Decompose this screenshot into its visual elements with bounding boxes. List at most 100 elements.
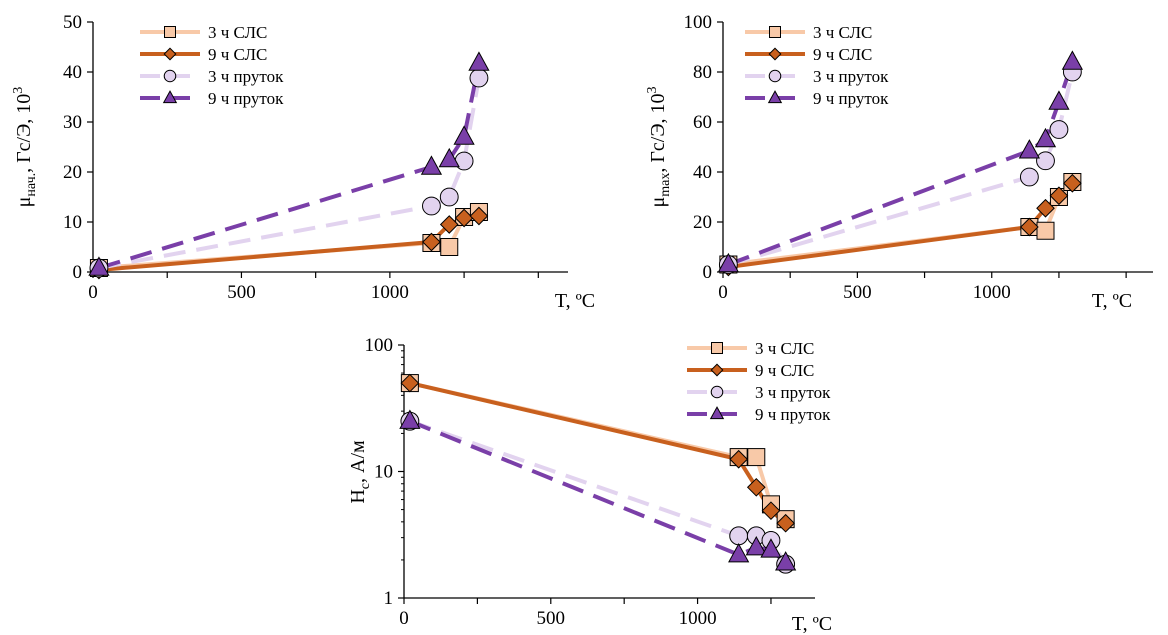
point-s3_slc bbox=[1036, 221, 1055, 240]
legend-label-s9_rod: 9 ч пруток bbox=[813, 89, 889, 108]
point-s9_rod bbox=[1048, 90, 1070, 110]
legend-marker-s3_rod bbox=[163, 69, 177, 83]
point-s3_rod bbox=[1019, 167, 1039, 187]
point-s9_slc bbox=[469, 206, 489, 226]
x-tick-label: 1000 bbox=[371, 282, 409, 303]
point-s3_slc bbox=[747, 448, 766, 467]
point-s9_slc bbox=[1036, 198, 1055, 218]
x-tick-label: 0 bbox=[399, 608, 409, 629]
point-s9_rod bbox=[88, 256, 110, 276]
y-tick-label: 0 bbox=[73, 262, 83, 283]
point-s9_rod bbox=[728, 543, 750, 563]
point-s9_slc bbox=[761, 501, 781, 521]
legend-marker-s9_slc bbox=[163, 47, 177, 61]
point-s9_rod bbox=[717, 252, 739, 273]
point-s9_rod bbox=[775, 551, 797, 571]
point-s9_rod bbox=[745, 535, 767, 556]
x-tick-label: 0 bbox=[718, 282, 728, 303]
point-s3_rod bbox=[729, 526, 749, 546]
y-tick-label: 80 bbox=[693, 62, 712, 83]
point-s9_slc bbox=[1063, 173, 1082, 193]
x-axis-label: T, ºC bbox=[555, 290, 595, 312]
y-tick-label: 50 bbox=[63, 12, 82, 33]
legend-marker-s9_rod bbox=[709, 406, 725, 420]
y-tick-label: 20 bbox=[63, 162, 82, 183]
y-axis-label: μmax, Гс/Э, 103 bbox=[645, 86, 673, 207]
legend-label-s9_slc: 9 ч СЛС bbox=[755, 361, 814, 380]
legend-label-s3_slc: 3 ч СЛС bbox=[813, 23, 872, 42]
y-tick-label: 60 bbox=[693, 112, 712, 133]
point-s9_slc bbox=[1020, 217, 1039, 237]
legend-marker-s3_slc bbox=[769, 26, 781, 38]
point-s9_rod bbox=[468, 51, 490, 71]
point-s9_slc bbox=[439, 215, 459, 234]
point-s9_slc bbox=[422, 232, 441, 252]
legend-label-s3_rod: 3 ч пруток bbox=[813, 67, 889, 86]
legend-marker-s3_rod bbox=[768, 69, 782, 83]
x-tick-label: 0 bbox=[88, 282, 98, 303]
legend-marker-s3_slc bbox=[164, 26, 176, 38]
point-s3_rod bbox=[469, 68, 489, 88]
legend-label-s9_rod: 9 ч пруток bbox=[755, 405, 831, 424]
legend-label-s3_slc: 3 ч СЛС bbox=[755, 339, 814, 358]
x-axis-label: T, ºC bbox=[1092, 290, 1132, 312]
y-tick-label: 10 bbox=[374, 462, 393, 483]
point-s9_slc bbox=[746, 477, 766, 497]
y-tick-label: 100 bbox=[684, 12, 713, 33]
point-s9_rod bbox=[399, 409, 421, 429]
y-tick-label: 10 bbox=[63, 212, 82, 233]
point-s9_rod bbox=[420, 155, 443, 175]
legend-marker-s9_rod bbox=[162, 90, 178, 104]
series-line-s9_rod bbox=[98, 62, 481, 270]
y-axis-label: μнач., Гс/Э, 103 bbox=[11, 87, 39, 208]
legend-marker-s9_slc bbox=[768, 47, 782, 61]
point-s9_slc bbox=[400, 373, 420, 393]
y-tick-label: 1 bbox=[384, 588, 394, 609]
point-s9_slc bbox=[1049, 186, 1069, 206]
point-s3_rod bbox=[422, 196, 441, 216]
point-s3_slc bbox=[440, 238, 459, 256]
x-tick-label: 1000 bbox=[679, 608, 717, 629]
legend-label-s9_slc: 9 ч СЛС bbox=[813, 45, 872, 64]
point-s9_slc bbox=[776, 513, 795, 533]
point-s9_rod bbox=[760, 538, 782, 558]
legend-marker-s9_rod bbox=[767, 90, 783, 104]
point-s3_rod bbox=[454, 151, 474, 171]
point-s9_rod bbox=[1061, 50, 1083, 70]
point-s3_rod bbox=[1049, 120, 1069, 139]
legend-marker-s9_slc bbox=[710, 363, 724, 377]
y-tick-label: 100 bbox=[365, 335, 394, 356]
point-s3_rod bbox=[1036, 151, 1055, 171]
legend-label-s3_rod: 3 ч пруток bbox=[755, 383, 831, 402]
y-tick-label: 20 bbox=[693, 212, 712, 233]
y-tick-label: 30 bbox=[63, 112, 82, 133]
point-s9_slc bbox=[454, 208, 474, 228]
legend-marker-s3_rod bbox=[710, 385, 724, 399]
y-axis-label: Hc, А/м bbox=[347, 440, 373, 504]
x-tick-label: 500 bbox=[227, 282, 256, 303]
point-s9_rod bbox=[453, 125, 475, 145]
point-s9_slc bbox=[729, 449, 749, 469]
legend-marker-s3_slc bbox=[711, 342, 723, 354]
series-line-s3_rod bbox=[409, 419, 788, 566]
x-tick-label: 1000 bbox=[973, 282, 1011, 303]
series-line-s9_rod bbox=[409, 419, 787, 565]
x-tick-label: 500 bbox=[537, 608, 566, 629]
legend-label-s3_rod: 3 ч пруток bbox=[208, 67, 284, 86]
series-line-s3_slc bbox=[98, 210, 480, 270]
point-s3_rod bbox=[439, 187, 459, 207]
point-s9_rod bbox=[1018, 139, 1040, 159]
y-tick-label: 40 bbox=[693, 162, 712, 183]
y-tick-label: 40 bbox=[63, 62, 82, 83]
point-s9_rod bbox=[438, 147, 460, 168]
x-axis-label: T, ºC bbox=[792, 613, 832, 635]
y-tick-label: 0 bbox=[703, 262, 713, 283]
legend-label-s9_rod: 9 ч пруток bbox=[208, 89, 284, 108]
legend-label-s9_slc: 9 ч СЛС bbox=[208, 45, 267, 64]
point-s9_rod bbox=[1034, 127, 1057, 148]
legend-label-s3_slc: 3 ч СЛС bbox=[208, 23, 267, 42]
